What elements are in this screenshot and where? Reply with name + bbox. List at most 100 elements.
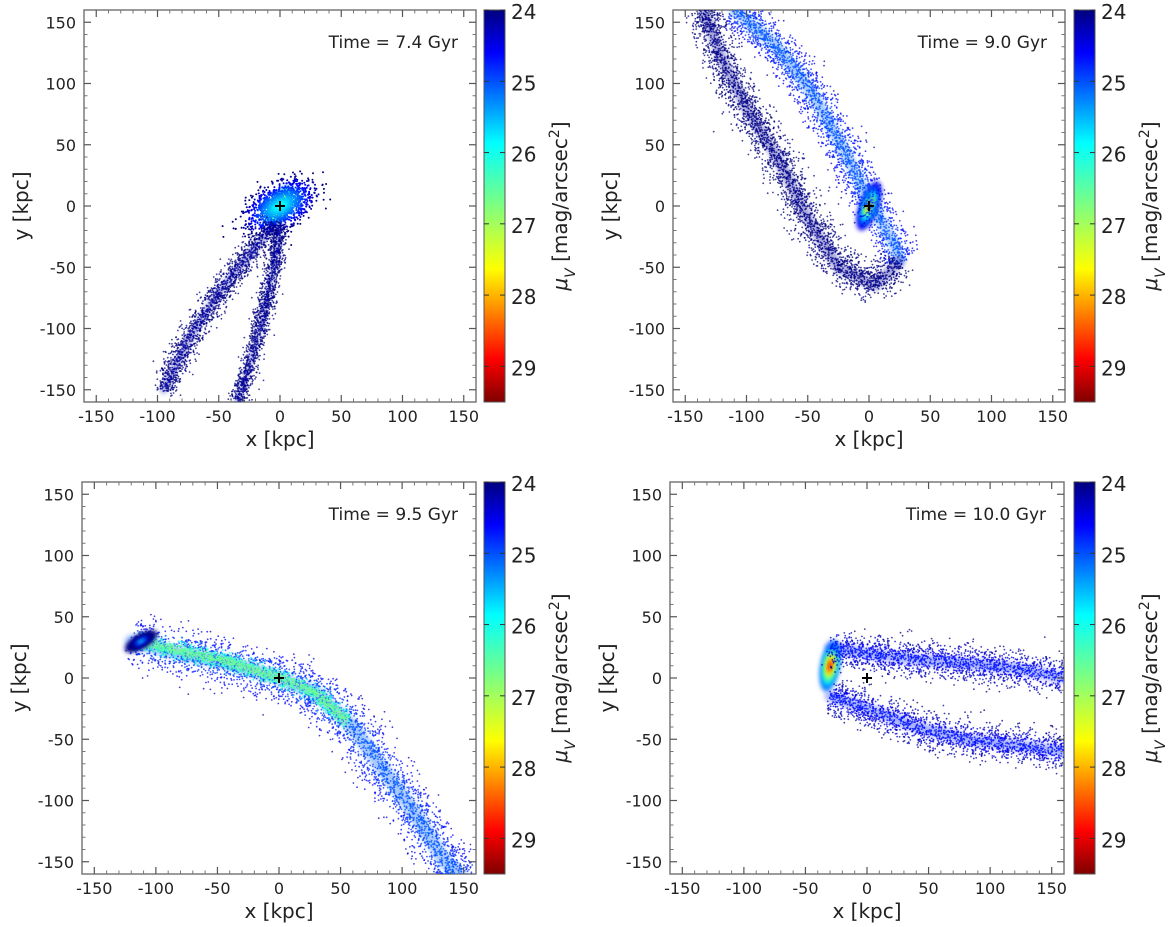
center-marker xyxy=(275,201,285,211)
stream-particle xyxy=(261,246,263,249)
disk-particle xyxy=(278,183,281,186)
stream-ridge xyxy=(159,220,278,394)
stream-particle xyxy=(264,244,266,247)
disk-particle xyxy=(267,193,270,196)
stream-particle xyxy=(162,368,165,371)
disk-particle xyxy=(291,209,294,212)
stream-particle xyxy=(204,294,207,297)
stream-particle xyxy=(906,233,909,236)
disk-particle xyxy=(317,193,320,196)
stream-particle xyxy=(846,129,848,132)
stream-particle xyxy=(872,171,875,174)
disk-particle xyxy=(273,216,276,219)
disk-particle xyxy=(257,192,260,195)
stream-ridge xyxy=(234,221,283,402)
stream-particle xyxy=(791,48,794,51)
stream-particle xyxy=(865,139,867,142)
disk-particle xyxy=(285,182,288,185)
stream-particle xyxy=(268,301,271,304)
stream-particle xyxy=(238,273,241,276)
stream-particle xyxy=(171,386,174,389)
disk-particle xyxy=(294,202,297,205)
stream-particle xyxy=(232,282,235,285)
stream-particle xyxy=(830,105,833,108)
stream-particle xyxy=(237,384,239,387)
stream-particle xyxy=(254,308,257,310)
stream-particle xyxy=(263,329,266,332)
stream-particle xyxy=(233,397,235,400)
stream-particle xyxy=(174,390,177,392)
disk-particle xyxy=(305,186,308,189)
stream-particle xyxy=(277,270,280,273)
stream-particle xyxy=(254,238,256,241)
stream-particle xyxy=(225,272,228,275)
disk-particle xyxy=(312,172,314,175)
stream-particle xyxy=(192,319,195,322)
stream-particle xyxy=(282,226,285,229)
stream-particle xyxy=(159,369,162,372)
stream-particle xyxy=(900,232,903,235)
stream-particle xyxy=(281,251,284,254)
disk-particle xyxy=(244,235,247,238)
disk-particle xyxy=(279,195,282,198)
disk-particle xyxy=(307,193,310,196)
stream-particle xyxy=(828,149,831,152)
stream-particle xyxy=(234,382,236,385)
stream-particle xyxy=(284,223,287,225)
stream-particle xyxy=(242,346,245,349)
stream-particle xyxy=(183,338,185,340)
disk-particle xyxy=(296,188,299,191)
disk-particle xyxy=(258,223,261,226)
stream-particle xyxy=(273,233,276,236)
stream-particle xyxy=(223,310,226,313)
stream-particle xyxy=(272,308,274,310)
stream-particle xyxy=(162,358,165,360)
stream-particle xyxy=(246,384,248,387)
x-tick-label: 150 xyxy=(448,407,479,426)
stream-particle xyxy=(188,309,191,311)
disk-particle xyxy=(245,244,248,247)
stream-particle xyxy=(280,262,283,265)
stream-particle xyxy=(813,123,816,126)
stream-particle xyxy=(216,278,219,281)
disk-particle xyxy=(293,212,295,215)
stream-particle xyxy=(835,165,838,167)
stream-particle xyxy=(747,4,749,6)
stream-particle xyxy=(840,118,843,121)
stream-particle xyxy=(250,296,253,299)
stream-particle xyxy=(231,262,234,265)
stream-particle xyxy=(191,373,194,376)
disk-particle xyxy=(304,188,307,191)
stream-particle xyxy=(234,392,237,395)
stream-particle xyxy=(276,268,279,271)
disk-particle xyxy=(282,187,285,189)
disk-particle xyxy=(262,193,265,196)
stream-particle xyxy=(253,234,256,237)
stream-particle xyxy=(180,342,183,345)
stream-particle xyxy=(248,270,250,273)
disk-particle xyxy=(247,222,250,225)
stream-particle xyxy=(870,223,873,226)
stream-particle xyxy=(201,302,204,305)
stream-particle xyxy=(777,85,780,87)
stream-particle xyxy=(212,310,215,313)
stream-particle xyxy=(268,308,271,310)
stream-particle xyxy=(222,303,225,306)
stream-particle xyxy=(255,365,258,368)
stream-particle xyxy=(255,322,258,325)
stream-particle xyxy=(188,360,191,362)
disk-particle xyxy=(275,215,278,218)
stream-particle xyxy=(784,72,787,74)
stream-particle xyxy=(255,325,258,328)
stream-particle xyxy=(240,276,243,279)
stream-particle xyxy=(254,255,257,257)
stream-particle xyxy=(188,326,191,328)
stream-particle xyxy=(183,331,186,333)
stream-particle xyxy=(267,267,270,269)
stream-particle xyxy=(263,325,265,328)
stream-particle xyxy=(243,351,246,353)
stream-particle xyxy=(282,235,285,238)
stream-particle xyxy=(242,393,245,396)
stream-particle xyxy=(775,61,777,64)
stream-particle xyxy=(281,238,283,241)
